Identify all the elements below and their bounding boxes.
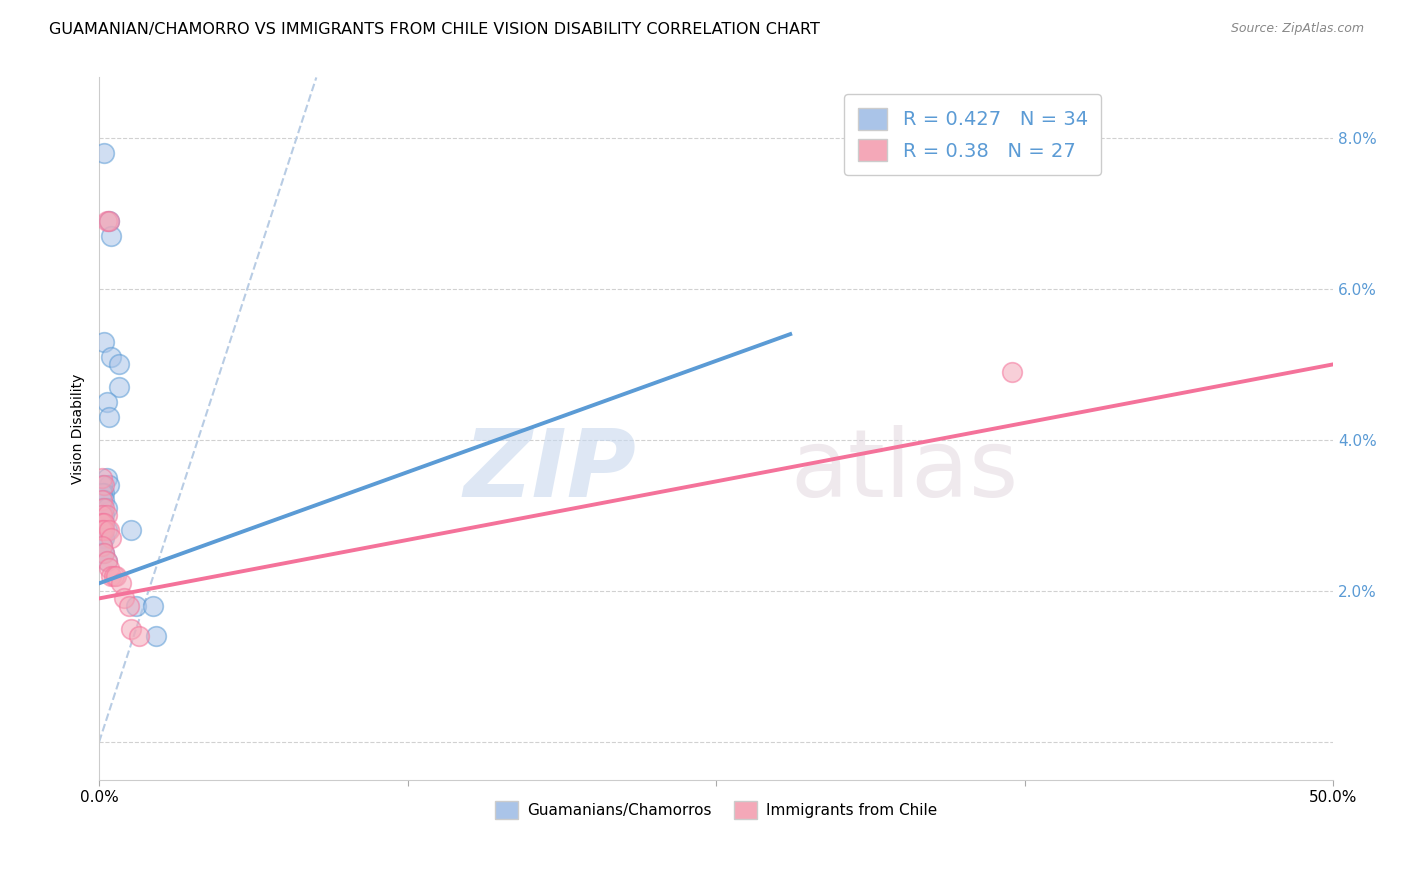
Point [90,493,112,508]
Point [93,500,115,515]
Point [93,531,115,545]
Point [90,524,112,538]
Point [100,568,122,582]
Point [145,629,167,643]
Point [128,629,150,643]
Point [90,531,112,545]
Point [93,524,115,538]
Y-axis label: Vision Disability: Vision Disability [72,374,86,483]
Point [125,599,148,613]
Point [98,478,121,492]
Point [108,380,131,394]
Point [98,561,121,575]
Point [90,470,112,484]
Point [93,478,115,492]
Point [120,524,142,538]
Point [90,485,112,500]
Point [96,524,118,538]
Point [93,516,115,530]
Point [93,334,115,349]
Point [90,516,112,530]
Text: ZIP: ZIP [463,425,636,516]
Point [96,214,118,228]
Point [90,508,112,523]
Point [90,539,112,553]
Point [96,508,118,523]
Point [93,546,115,560]
Point [100,229,122,244]
Point [108,357,131,371]
Point [93,493,115,508]
Point [90,546,112,560]
Point [90,508,112,523]
Point [96,395,118,409]
Point [142,599,165,613]
Text: GUAMANIAN/CHAMORRO VS IMMIGRANTS FROM CHILE VISION DISABILITY CORRELATION CHART: GUAMANIAN/CHAMORRO VS IMMIGRANTS FROM CH… [49,22,820,37]
Point [96,500,118,515]
Point [93,516,115,530]
Point [90,478,112,492]
Point [98,214,121,228]
Point [98,214,121,228]
Point [96,470,118,484]
Point [100,531,122,545]
Point [96,554,118,568]
Point [110,576,132,591]
Point [93,508,115,523]
Point [93,485,115,500]
Point [120,622,142,636]
Text: atlas: atlas [790,425,1018,516]
Point [100,350,122,364]
Point [98,524,121,538]
Point [93,524,115,538]
Point [105,568,128,582]
Point [1001,365,1024,379]
Legend: Guamanians/Chamorros, Immigrants from Chile: Guamanians/Chamorros, Immigrants from Ch… [489,795,943,824]
Point [90,539,112,553]
Point [93,145,115,160]
Point [90,500,112,515]
Point [90,516,112,530]
Point [118,599,141,613]
Point [96,554,118,568]
Text: Source: ZipAtlas.com: Source: ZipAtlas.com [1230,22,1364,36]
Point [90,524,112,538]
Point [93,546,115,560]
Point [112,591,135,606]
Point [98,410,121,425]
Point [103,568,125,582]
